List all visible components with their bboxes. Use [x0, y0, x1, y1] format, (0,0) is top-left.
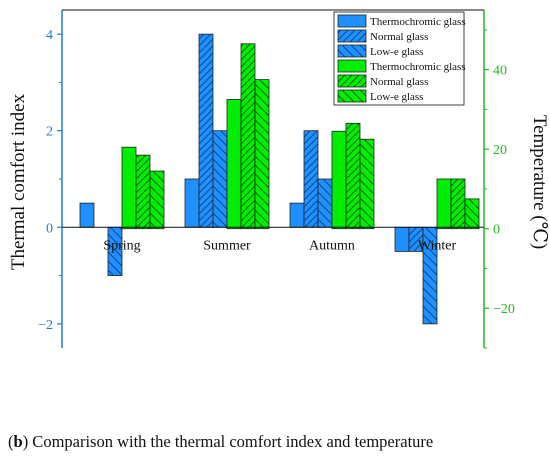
bar-blue-solid-summer: [184, 178, 200, 228]
legend-swatch: [337, 29, 367, 43]
category-label-spring: Spring: [103, 238, 140, 253]
bar-blue-crosshatch-autumn: [317, 178, 333, 228]
bar-green-solid-summer: [226, 99, 242, 230]
figure-caption: (b) Comparison with the thermal comfort …: [8, 432, 433, 452]
legend-swatch: [337, 14, 367, 28]
right-axis-ticks: −20 0 20 40: [484, 29, 515, 349]
bar-green-hatch-summer: [240, 43, 256, 230]
bar-green-hatch-winter: [450, 178, 466, 230]
bar-blue-solid-winter: [394, 226, 410, 252]
caption-text: ) Comparison with the thermal comfort in…: [22, 432, 434, 451]
bar-blue-hatch-summer: [198, 33, 214, 228]
left-tick-label: 2: [46, 125, 53, 140]
bar-blue-hatch-autumn: [303, 130, 319, 228]
left-tick-label: 4: [46, 28, 53, 43]
legend-frame: [333, 11, 465, 106]
legend: Thermochromic glass Normal glass Low-e gla…: [333, 11, 466, 106]
right-tick-label: −20: [493, 302, 515, 317]
right-axis-label: Temperature (℃): [529, 115, 550, 249]
bar-blue-solid-autumn: [289, 202, 305, 228]
bar-green-crosshatch-autumn: [359, 138, 375, 230]
bar-green-hatch-spring: [135, 154, 151, 230]
bar-blue-crosshatch-summer: [212, 130, 228, 228]
bar-green-crosshatch-summer: [254, 79, 270, 230]
right-tick-label: 0: [493, 223, 500, 238]
left-axis-label: Thermal comfort index: [8, 93, 29, 270]
legend-entry-label: Thermochromic glass: [370, 61, 466, 73]
legend-entry-label: Thermochromic glass: [370, 16, 466, 28]
legend-entry-label: Low-e glass: [370, 46, 423, 58]
category-labels: Spring Summer Autumn Winter: [103, 238, 456, 253]
left-tick-label: −2: [38, 318, 53, 333]
category-label-summer: Summer: [203, 238, 251, 253]
bar-green-solid-autumn: [331, 130, 347, 230]
bar-blue-solid-spring: [79, 202, 95, 228]
bar-green-solid-spring: [121, 146, 137, 230]
legend-swatch: [337, 44, 367, 58]
right-tick-label: 40: [493, 64, 507, 79]
caption-open-paren: (: [8, 432, 14, 451]
category-label-autumn: Autumn: [309, 238, 355, 253]
legend-swatch: [337, 74, 367, 88]
bar-green-solid-winter: [436, 178, 452, 230]
caption-label: b: [13, 432, 23, 451]
legend-entry-label: Normal glass: [370, 76, 428, 88]
legend-swatch: [337, 59, 367, 73]
legend-entry-label: Normal glass: [370, 31, 428, 43]
category-label-winter: Winter: [418, 238, 457, 253]
bar-green-hatch-autumn: [345, 122, 361, 230]
left-axis-ticks: −2 0 2 4: [38, 28, 62, 333]
right-tick-label: 20: [493, 143, 507, 158]
bars-group: [79, 33, 480, 325]
legend-swatch: [337, 89, 367, 103]
bar-green-crosshatch-spring: [149, 170, 165, 230]
bar-green-crosshatch-winter: [464, 198, 480, 230]
left-tick-label: 0: [46, 221, 53, 236]
legend-entry-label: Low-e glass: [370, 91, 423, 103]
